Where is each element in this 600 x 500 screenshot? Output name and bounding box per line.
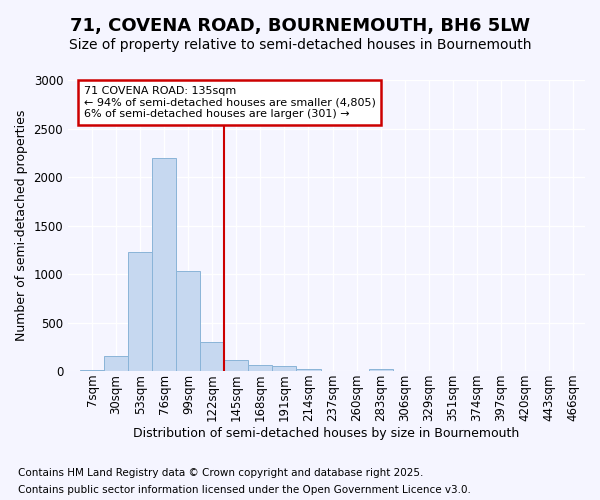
- Text: 71 COVENA ROAD: 135sqm
← 94% of semi-detached houses are smaller (4,805)
6% of s: 71 COVENA ROAD: 135sqm ← 94% of semi-det…: [83, 86, 376, 119]
- Text: Contains public sector information licensed under the Open Government Licence v3: Contains public sector information licen…: [18, 485, 471, 495]
- Bar: [104, 356, 128, 371]
- Bar: [128, 252, 152, 371]
- Bar: [272, 366, 296, 371]
- X-axis label: Distribution of semi-detached houses by size in Bournemouth: Distribution of semi-detached houses by …: [133, 427, 520, 440]
- Bar: [296, 369, 320, 371]
- Bar: [248, 365, 272, 371]
- Bar: [224, 360, 248, 371]
- Y-axis label: Number of semi-detached properties: Number of semi-detached properties: [15, 110, 28, 341]
- Bar: [176, 271, 200, 371]
- Text: Contains HM Land Registry data © Crown copyright and database right 2025.: Contains HM Land Registry data © Crown c…: [18, 468, 424, 477]
- Bar: [368, 368, 392, 371]
- Bar: [152, 158, 176, 371]
- Text: Size of property relative to semi-detached houses in Bournemouth: Size of property relative to semi-detach…: [69, 38, 531, 52]
- Text: 71, COVENA ROAD, BOURNEMOUTH, BH6 5LW: 71, COVENA ROAD, BOURNEMOUTH, BH6 5LW: [70, 18, 530, 36]
- Bar: [80, 370, 104, 371]
- Bar: [200, 342, 224, 371]
